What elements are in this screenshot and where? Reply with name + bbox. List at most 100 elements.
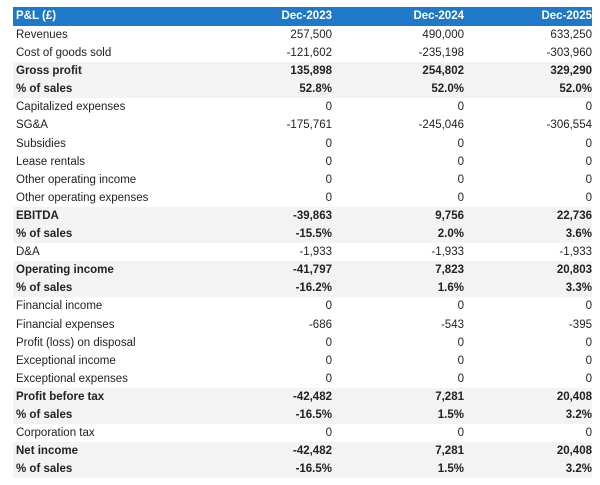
row-value: -175,761 [286,119,332,132]
table-row: Cost of goods sold -121,602 -235,198 -303,9… [13,44,592,62]
row-label: Gross profit [16,65,82,78]
row-value: 0 [585,191,592,204]
row-label: % of sales [16,463,73,476]
row-value: -42,482 [292,390,332,403]
table-row: Profit before tax -42,482 7,281 20,408 [13,387,592,406]
table-row: % of sales -16.5% 1.5% 3.2% [13,405,592,425]
row-label: % of sales [16,83,73,96]
row-value: 0 [325,137,332,150]
row-label: Operating income [16,264,114,277]
table-header: P&L (£) Dec-2023 Dec-2024 Dec-2025 [13,7,592,26]
header-dec-2023: Dec-2023 [281,10,332,22]
row-label: Exceptional income [16,354,116,367]
row-value: 0 [457,336,464,349]
row-label: Other operating income [16,173,137,186]
row-value: 490,000 [422,29,464,41]
row-value: 0 [325,427,332,440]
row-value: 0 [325,300,332,313]
row-value: 0 [585,427,592,440]
row-label: Corporation tax [16,427,95,440]
row-value: 20,408 [556,390,592,403]
row-value: 0 [325,101,332,114]
row-value: 3.6% [565,228,592,241]
row-value: -121,602 [286,47,332,60]
row-value: -303,960 [546,47,592,60]
table-row: Subsidies 0 0 0 [13,135,592,153]
row-value: 3.3% [565,282,592,295]
row-value: 254,802 [422,65,464,78]
row-value: 0 [325,336,332,349]
table-row: Gross profit 135,898 254,802 329,290 [13,62,592,81]
table-row: Corporation tax 0 0 0 [13,424,592,442]
row-value: -41,797 [292,264,332,277]
table-row: Operating income -41,797 7,823 20,803 [13,261,592,280]
row-value: -395 [568,318,592,331]
row-value: -1,933 [299,246,332,259]
row-value: 7,281 [435,445,464,458]
table-row: % of sales -16.2% 1.6% 3.3% [13,279,592,298]
row-value: 3.2% [565,463,592,476]
row-label: Cost of goods sold [16,47,112,60]
row-value: 329,290 [550,65,592,78]
row-label: EBITDA [16,209,59,222]
row-value: 0 [457,101,464,114]
row-value: 0 [457,354,464,367]
row-label: % of sales [16,228,73,241]
table-row: Exceptional expenses 0 0 0 [13,370,592,388]
table-row: Financial income 0 0 0 [13,297,592,315]
row-value: 257,500 [290,29,332,41]
table-row: SG&A -175,761 -245,046 -306,554 [13,116,592,134]
row-value: 0 [457,427,464,440]
row-value: -1,933 [559,246,592,259]
row-value: 0 [325,173,332,186]
table-row: Financial expenses -686 -543 -395 [13,316,592,334]
row-value: 1.6% [437,282,464,295]
row-value: 2.0% [437,228,464,241]
row-value: 7,823 [435,264,464,277]
row-value: 20,408 [556,445,592,458]
row-value: 0 [457,191,464,204]
row-value: -235,198 [418,47,464,60]
row-value: 0 [325,155,332,168]
table-row: Revenues 257,500 490,000 633,250 [13,26,592,44]
row-value: 52.0% [431,83,464,96]
table-row: Exceptional income 0 0 0 [13,352,592,370]
table-row: % of sales 52.8% 52.0% 52.0% [13,80,592,99]
row-value: 7,281 [435,390,464,403]
row-value: 1.5% [437,463,464,476]
row-label: Financial expenses [16,318,115,331]
table-body: Revenues 257,500 490,000 633,250 Cost of goo… [13,26,592,479]
table-row: Capitalized expenses 0 0 0 [13,98,592,116]
row-value: 135,898 [290,65,332,78]
row-value: 0 [585,354,592,367]
row-label: D&A [16,246,40,259]
pnl-table: P&L (£) Dec-2023 Dec-2024 Dec-2025 Reven… [13,7,592,479]
row-value: -543 [440,318,464,331]
row-value: 0 [325,191,332,204]
row-label: Capitalized expenses [16,101,126,114]
row-label: % of sales [16,408,73,421]
row-value: 0 [457,300,464,313]
row-value: -16.5% [295,408,332,421]
table-row: Net income -42,482 7,281 20,408 [13,442,592,461]
row-label: Other operating expenses [16,191,149,204]
row-label: SG&A [16,119,48,132]
row-value: 20,803 [556,264,592,277]
row-value: 3.2% [565,408,592,421]
row-value: -306,554 [546,119,592,132]
row-value: 52.8% [299,83,332,96]
row-value: 0 [585,101,592,114]
header-dec-2024: Dec-2024 [413,10,464,22]
row-label: Profit before tax [16,390,105,403]
row-value: 22,736 [556,209,592,222]
table-row: % of sales -16.5% 1.5% 3.2% [13,460,592,479]
table-row: Other operating income 0 0 0 [13,171,592,189]
row-value: 0 [325,372,332,385]
row-value: 0 [457,155,464,168]
row-value: -15.5% [295,228,332,241]
row-value: -1,933 [431,246,464,259]
row-label: % of sales [16,282,73,295]
row-value: 52.0% [559,83,592,96]
row-label: Profit (loss) on disposal [16,336,136,349]
row-value: 9,756 [435,209,464,222]
